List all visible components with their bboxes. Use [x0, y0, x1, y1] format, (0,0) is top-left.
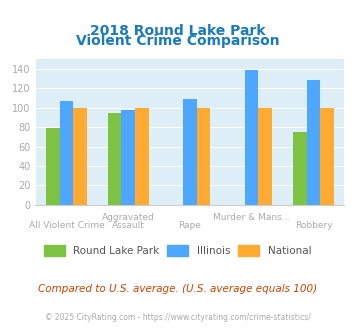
Text: Rape: Rape — [179, 221, 201, 230]
Text: Robbery: Robbery — [295, 221, 332, 230]
Text: © 2025 CityRating.com - https://www.cityrating.com/crime-statistics/: © 2025 CityRating.com - https://www.city… — [45, 313, 310, 322]
Text: Compared to U.S. average. (U.S. average equals 100): Compared to U.S. average. (U.S. average … — [38, 284, 317, 294]
Bar — [197, 108, 210, 205]
Bar — [46, 128, 60, 205]
Legend: Round Lake Park, Illinois, National: Round Lake Park, Illinois, National — [39, 241, 316, 260]
Text: Assault: Assault — [112, 221, 144, 230]
Bar — [320, 108, 334, 205]
Text: Aggravated: Aggravated — [102, 213, 154, 222]
Text: Murder & Mans...: Murder & Mans... — [213, 213, 290, 222]
Text: All Violent Crime: All Violent Crime — [28, 221, 104, 230]
Text: Violent Crime Comparison: Violent Crime Comparison — [76, 34, 279, 48]
Bar — [307, 80, 320, 205]
Bar — [245, 70, 258, 205]
Bar — [258, 108, 272, 205]
Bar — [183, 99, 197, 205]
Text: 2018 Round Lake Park: 2018 Round Lake Park — [90, 24, 265, 38]
Bar — [121, 110, 135, 205]
Bar — [135, 108, 148, 205]
Bar — [108, 113, 121, 205]
Bar — [73, 108, 87, 205]
Bar — [60, 101, 73, 205]
Bar — [293, 132, 307, 205]
